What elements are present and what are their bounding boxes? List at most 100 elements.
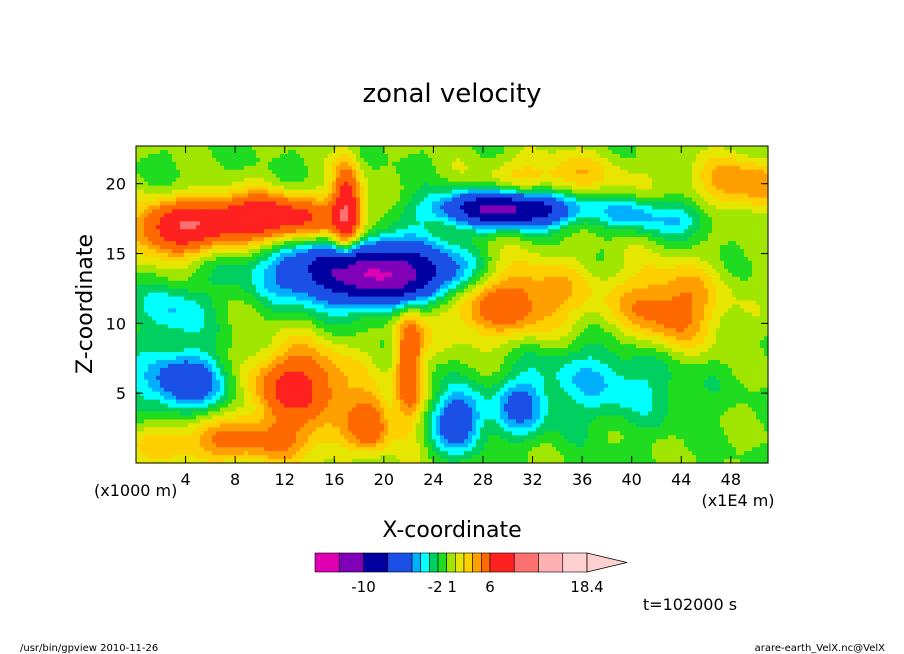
heat-cell (244, 387, 249, 393)
heat-cell (172, 233, 177, 238)
heat-cell (324, 169, 329, 175)
heat-cell (224, 383, 229, 389)
heat-cell (328, 395, 333, 401)
heat-cell (236, 169, 241, 175)
heat-cell (168, 363, 173, 369)
heat-cell (140, 451, 145, 456)
heat-cell (144, 205, 149, 210)
heat-cell (356, 312, 361, 317)
heat-cell (284, 447, 289, 452)
heat-cell (312, 304, 317, 310)
heat-cell (176, 328, 181, 333)
heat-cell (360, 300, 365, 306)
heat-cell (272, 419, 277, 424)
heat-cell (360, 431, 365, 436)
heat-cell (192, 268, 197, 274)
heat-cell (364, 383, 369, 389)
heat-cell (336, 304, 341, 310)
heat-cell (264, 387, 269, 393)
heat-cell (140, 225, 145, 230)
heat-cell (360, 161, 365, 167)
heat-cell (228, 352, 233, 357)
heat-cell (256, 419, 261, 424)
heat-cell (296, 387, 301, 393)
heat-cell (208, 197, 213, 203)
heat-cell (156, 288, 161, 294)
heat-cell (284, 367, 289, 373)
heat-cell (296, 201, 301, 207)
heat-cell (244, 332, 249, 337)
heat-cell (316, 181, 321, 187)
heat-cell (228, 451, 233, 456)
heat-cell (316, 383, 321, 389)
heat-cell (192, 399, 197, 405)
heat-cell (348, 352, 353, 357)
heat-cell (252, 221, 257, 226)
heat-cell (292, 427, 297, 432)
heat-cell (256, 304, 261, 310)
heat-cell (308, 146, 313, 151)
heat-cell (216, 324, 221, 329)
heat-cell (240, 308, 245, 314)
heat-cell (200, 177, 205, 183)
heat-cell (216, 367, 221, 373)
heat-cell (348, 451, 353, 456)
heat-cell (300, 407, 305, 413)
heat-cell (284, 185, 289, 191)
heat-cell (200, 363, 205, 369)
heat-cell (384, 217, 389, 222)
heat-cell (184, 201, 189, 207)
heat-cell (168, 443, 173, 448)
heat-cell (276, 407, 281, 413)
heat-cell (376, 252, 381, 258)
heat-cell (140, 193, 145, 199)
heat-cell (256, 233, 261, 238)
heat-cell (384, 241, 389, 246)
heat-cell (364, 411, 369, 417)
heat-cell (168, 249, 173, 254)
heat-cell (172, 245, 177, 250)
heat-cell (216, 185, 221, 191)
heat-cell (228, 419, 233, 424)
heat-cell (196, 411, 201, 417)
heat-cell (376, 415, 381, 421)
heat-cell (256, 169, 261, 175)
heat-cell (268, 296, 273, 302)
heat-cell (368, 336, 373, 341)
heat-cell (316, 165, 321, 171)
heat-cell (364, 300, 369, 306)
heat-cell (372, 308, 377, 314)
heat-cell (256, 375, 261, 381)
heat-cell (168, 399, 173, 405)
heat-cell (160, 356, 165, 361)
heat-cell (292, 435, 297, 440)
heat-cell (192, 292, 197, 298)
heat-cell (332, 324, 337, 329)
heat-cell (312, 352, 317, 357)
heat-cell (284, 245, 289, 250)
heat-cell (232, 241, 237, 246)
heat-cell (228, 205, 233, 210)
heat-cell (380, 157, 385, 163)
heat-cell (192, 403, 197, 409)
heat-cell (352, 455, 357, 460)
heat-cell (264, 340, 269, 345)
heat-cell (160, 260, 165, 266)
heat-cell (264, 443, 269, 448)
heat-cell (152, 245, 157, 250)
heat-cell (352, 415, 357, 421)
heat-cell (348, 260, 353, 266)
heat-cell (180, 363, 185, 369)
heat-cell (312, 185, 317, 191)
heat-cell (240, 252, 245, 258)
heat-cell (280, 221, 285, 226)
heat-cell (148, 237, 153, 242)
heat-cell (364, 399, 369, 405)
heat-cell (256, 189, 261, 195)
heat-cell (348, 292, 353, 298)
heat-cell (372, 146, 377, 151)
heat-cell (356, 268, 361, 274)
heat-cell (288, 189, 293, 195)
heat-cell (276, 292, 281, 298)
heat-cell (236, 451, 241, 456)
